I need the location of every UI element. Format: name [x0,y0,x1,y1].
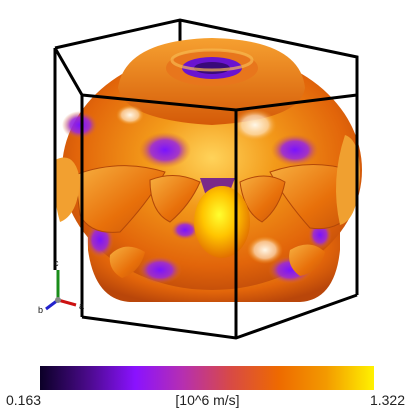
colorbar-min-label: 0.163 [6,392,42,408]
colorbar [40,366,374,390]
colorbar-max-label: 1.322 [369,392,405,408]
colorbar-gradient [40,366,374,390]
axis-label-c: c [54,258,59,268]
fermi-surface-scene[interactable]: c a b [0,0,415,360]
colorbar-unit-label: [10^6 m/s] [175,392,240,408]
axes-triad: c a b [38,258,84,315]
fermi-surface [54,38,362,302]
axis-label-a: a [79,301,84,311]
axis-label-b: b [38,305,43,315]
unit-cell-front-edges [53,47,359,340]
